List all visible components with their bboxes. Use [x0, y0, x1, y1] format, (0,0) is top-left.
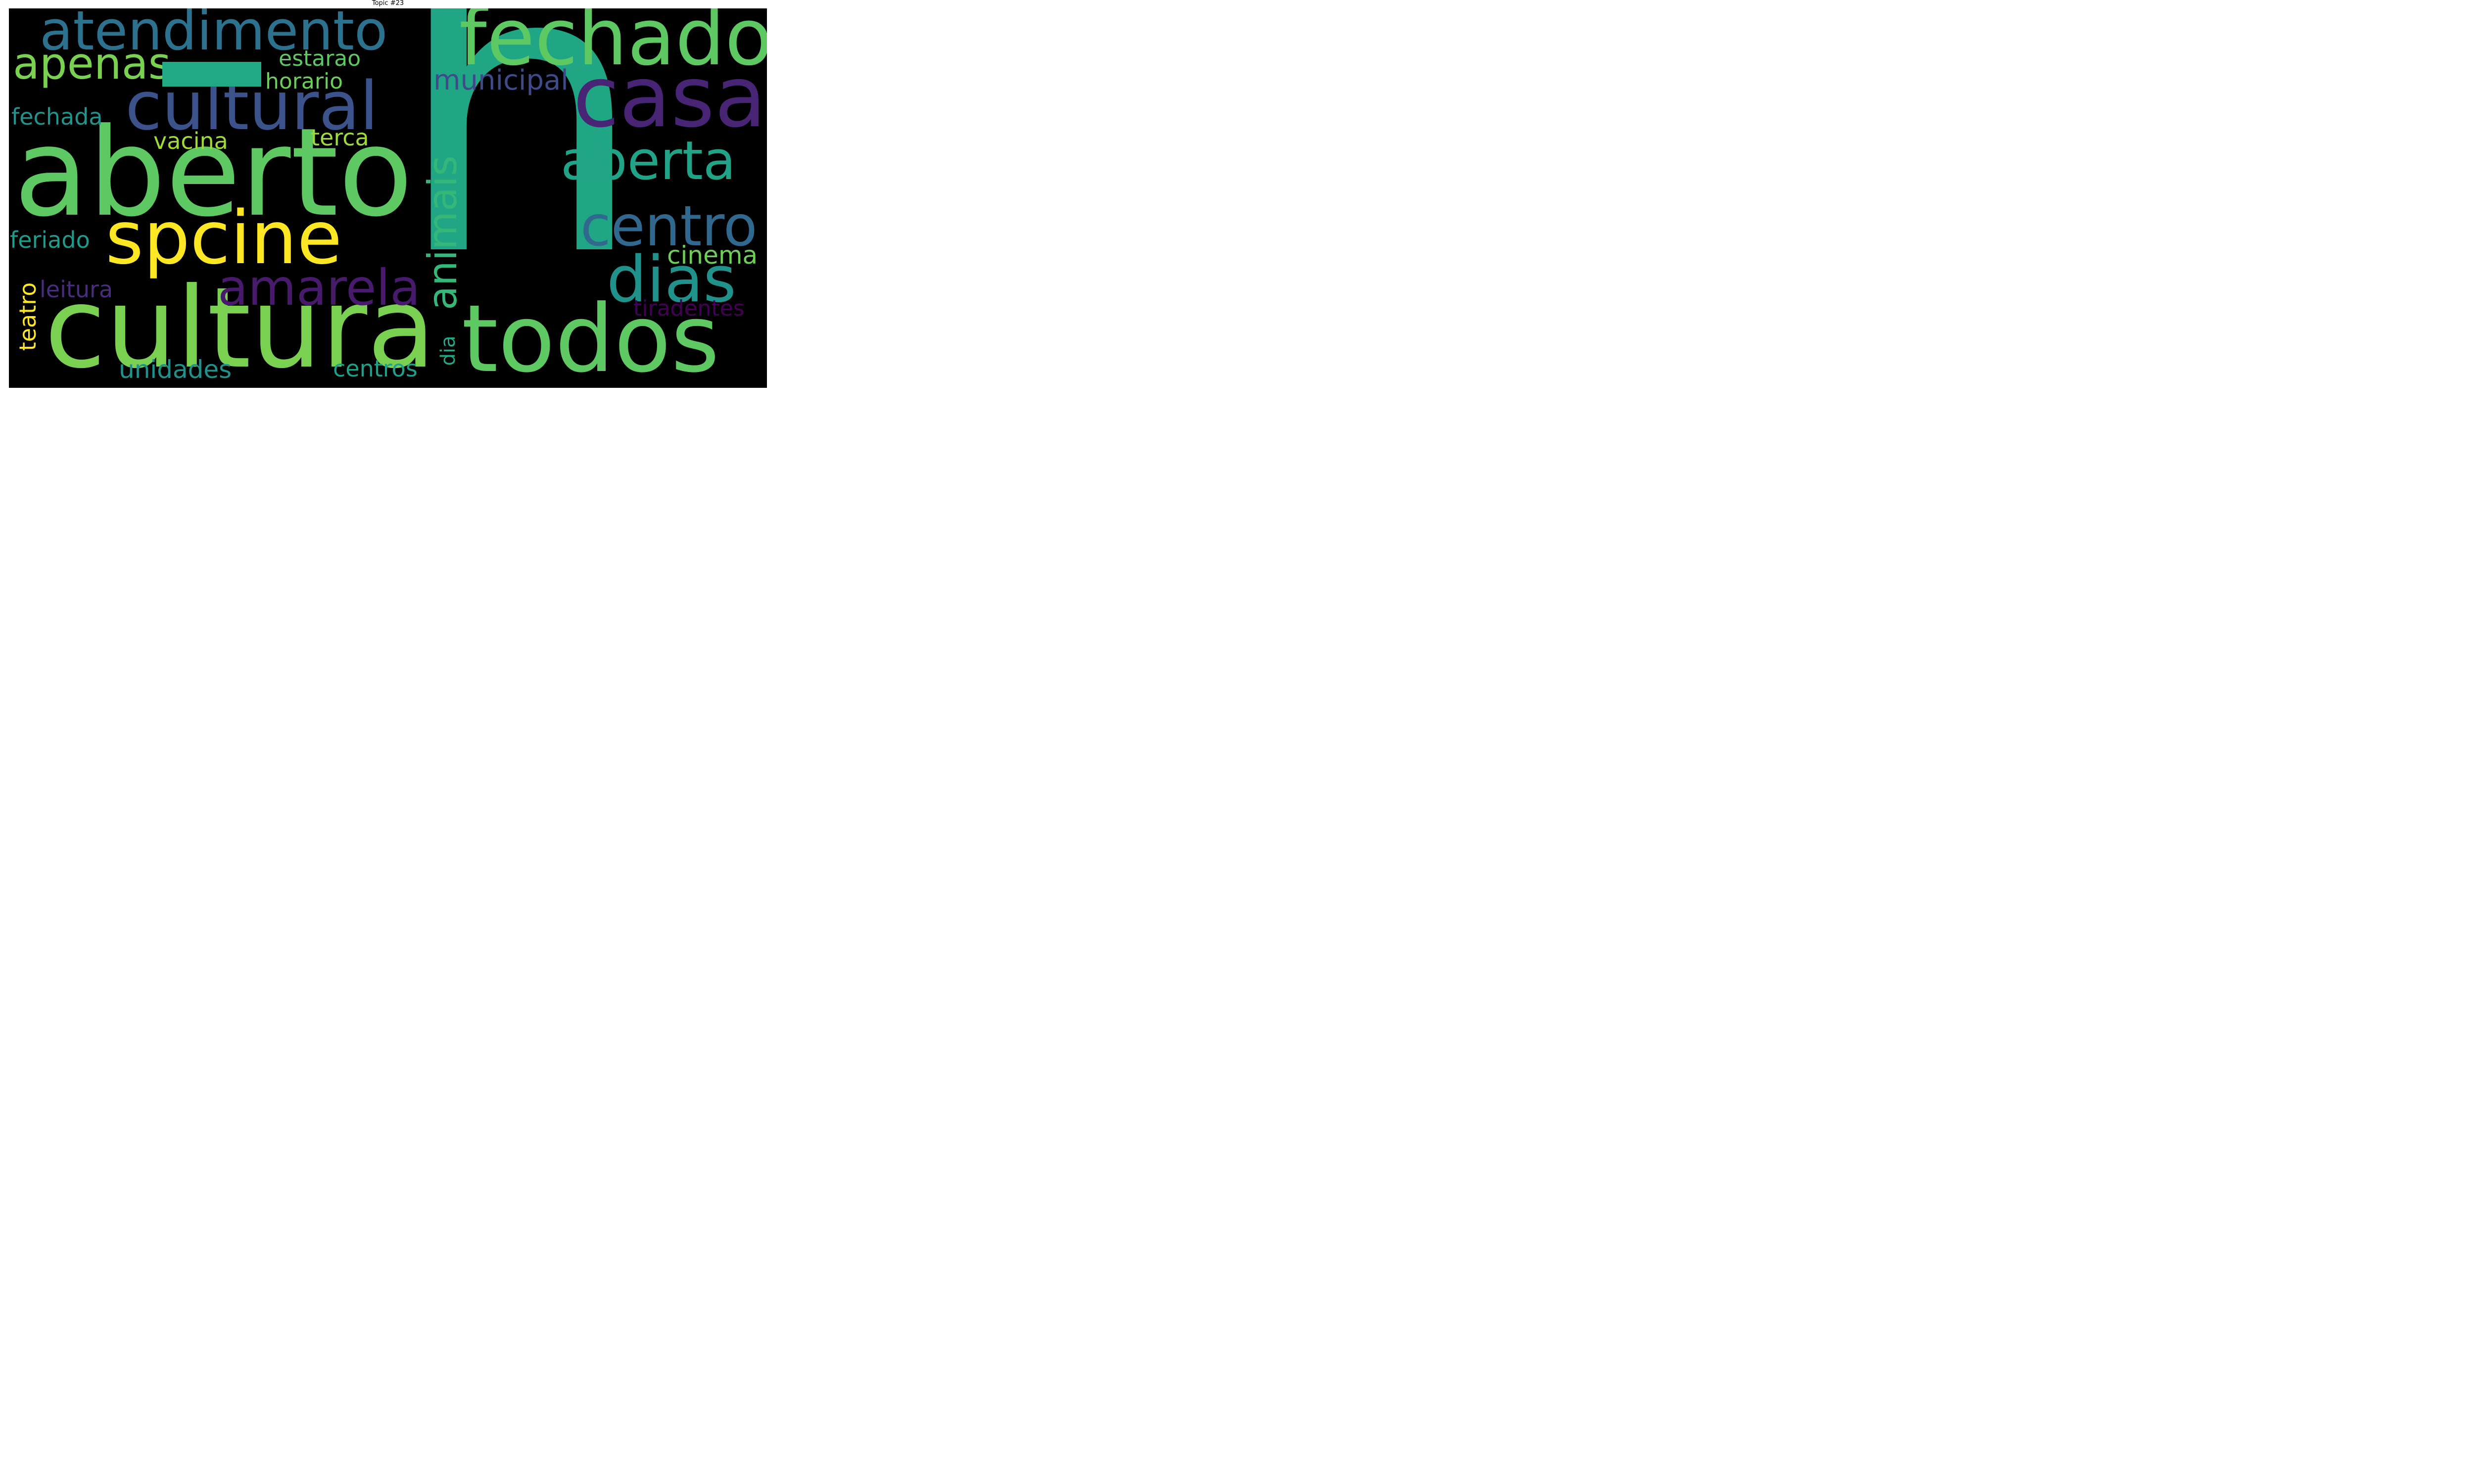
word-animais: animais [420, 155, 466, 310]
word-teatro: teatro [14, 282, 41, 351]
word-atendimento: atendimento [40, 8, 388, 62]
word-dias: dias [607, 243, 736, 317]
word-spcine: spcine [105, 195, 342, 280]
word-amarela: amarela [218, 259, 421, 317]
word-vacina: vacina [153, 128, 228, 154]
word-leitura: leitura [40, 276, 113, 303]
word-feriado: feriado [10, 227, 90, 253]
word-aberto: aberto [14, 102, 413, 244]
word-tiradentes: tiradentes [633, 296, 745, 321]
word-casa: casa [573, 48, 766, 146]
word-municipal: municipal [433, 64, 569, 96]
word-unidades: unidades [119, 355, 232, 384]
word-h: h [395, 8, 646, 343]
word-estarao: estarao [279, 46, 361, 71]
word-cinema: cinema [667, 241, 758, 270]
word-todos: todos [462, 285, 720, 388]
word-fechada: fechada [11, 103, 103, 130]
word-terca: terca [311, 124, 369, 151]
word-apenas: apenas [13, 38, 171, 89]
word-cultura: cultura [45, 264, 436, 388]
dash-mark [162, 62, 261, 87]
word-centros: centros [333, 355, 418, 382]
word-cloud: h aberto cultura fechado atendimento cas… [9, 8, 767, 388]
figure-title: Topic #23 [372, 0, 404, 7]
word-fechado: fechado [459, 8, 767, 83]
word-horario: horario [265, 69, 343, 94]
word-aberta: aberta [561, 130, 736, 192]
word-centro: centro [580, 194, 758, 259]
word-dia: dia [437, 335, 460, 366]
